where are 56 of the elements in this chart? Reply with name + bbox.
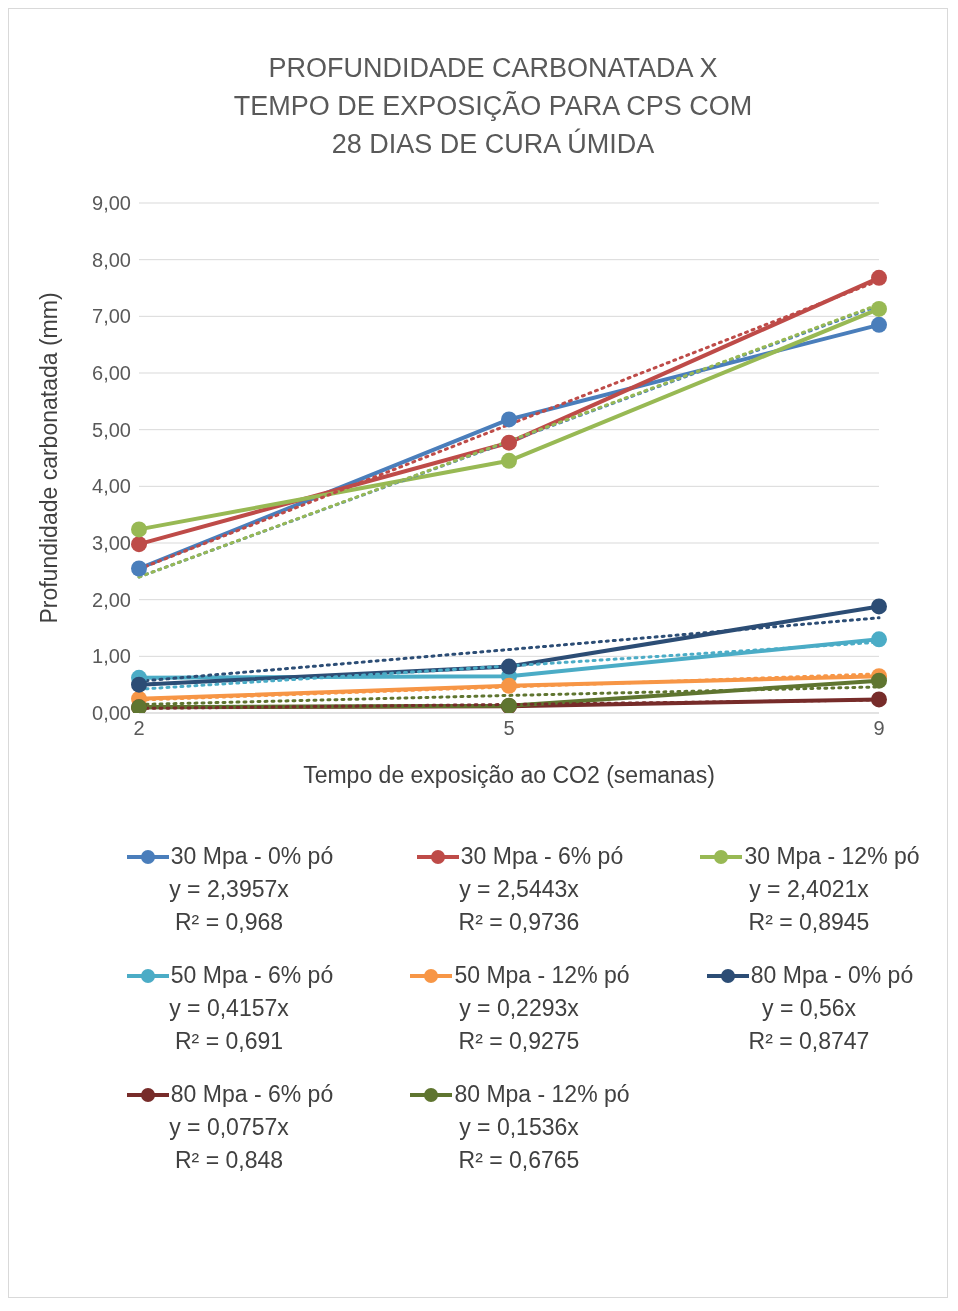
text: R² = 0,9736: [458, 909, 580, 936]
point: [501, 434, 517, 451]
legend-label: 80 Mpa - 12% pó: [454, 1081, 630, 1108]
text: y = 0,1536x: [459, 1114, 579, 1141]
legend-label: 80 Mpa - 6% pó: [170, 1081, 334, 1108]
text: R² = 0,8945: [748, 909, 870, 936]
y-tick-label: 9,00: [92, 192, 131, 215]
point: [871, 269, 887, 286]
text: y = 0,2293x: [459, 995, 579, 1022]
y-tick-label: 0,00: [92, 702, 131, 725]
y-tick-label: 3,00: [92, 532, 131, 555]
point: [871, 691, 887, 708]
point: [131, 521, 147, 538]
text: R² = 0,691: [174, 1028, 284, 1055]
x-axis-title: Tempo de exposição ao CO2 (semanas): [303, 762, 715, 788]
point: [501, 677, 517, 694]
text: R² = 0,6765: [458, 1147, 580, 1174]
legend-label: 80 Mpa - 0% pó: [750, 962, 914, 989]
chart-title: PROFUNDIDADE CARBONATADA X TEMPO DE EXPOSIÇÃO PARA CPS COM 28 DIAS DE CURA ÚMIDA: [232, 52, 753, 161]
point: [131, 536, 147, 553]
y-tick-label: 8,00: [92, 248, 131, 271]
y-tick-label: 6,00: [92, 362, 131, 385]
y-axis-title: Profundidade carbonatada (mm): [36, 292, 63, 624]
point: [871, 598, 887, 615]
x-tick-label: 5: [503, 717, 515, 740]
point: [131, 560, 147, 577]
legend-label: 50 Mpa - 6% pó: [170, 962, 334, 989]
legend-label: 30 Mpa - 0% pó: [170, 843, 334, 870]
text: y = 2,4021x: [749, 876, 869, 903]
text: y = 0,56x: [762, 995, 856, 1022]
legend-label: 30 Mpa - 12% pó: [744, 843, 920, 870]
point: [871, 631, 887, 648]
point: [501, 452, 517, 469]
point: [501, 658, 517, 675]
point: [871, 300, 887, 317]
legend-label: 50 Mpa - 12% pó: [454, 962, 630, 989]
y-tick-label: 7,00: [92, 305, 131, 328]
y-tick-label: 4,00: [92, 475, 131, 498]
text: y = 0,0757x: [169, 1114, 289, 1141]
point: [131, 676, 147, 693]
y-tick-label: 5,00: [92, 418, 131, 441]
text: R² = 0,9275: [458, 1028, 580, 1055]
text: R² = 0,848: [174, 1147, 284, 1174]
point: [871, 672, 887, 689]
text: y = 2,5443x: [459, 876, 579, 903]
y-tick-label: 2,00: [92, 588, 131, 611]
text: R² = 0,968: [174, 909, 284, 936]
text: y = 0,4157x: [169, 995, 289, 1022]
legend-label: 30 Mpa - 6% pó: [460, 843, 624, 870]
x-tick-label: 9: [873, 717, 885, 740]
text: R² = 0,8747: [748, 1028, 870, 1055]
point: [501, 411, 517, 428]
point: [871, 316, 887, 333]
text: y = 2,3957x: [169, 876, 289, 903]
x-tick-label: 2: [133, 717, 145, 740]
y-tick-label: 1,00: [92, 645, 131, 668]
